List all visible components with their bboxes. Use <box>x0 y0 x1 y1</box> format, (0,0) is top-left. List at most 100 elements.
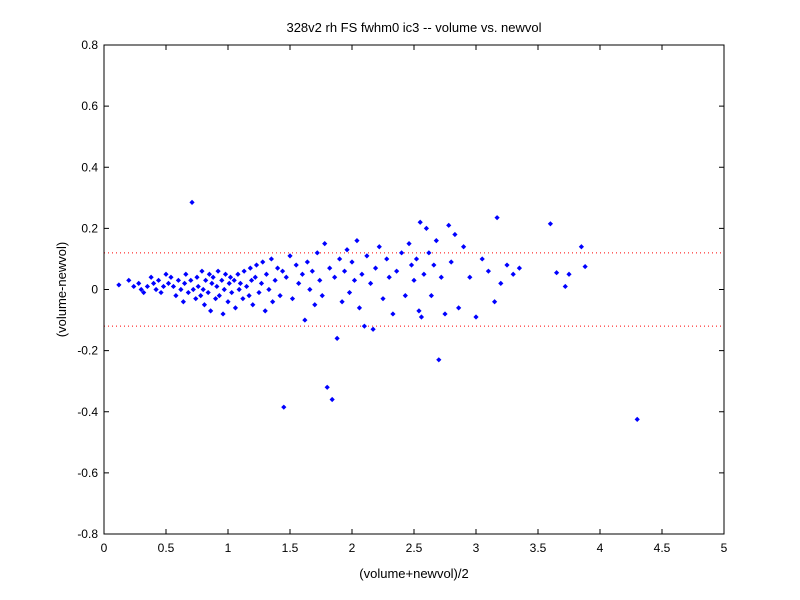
x-axis-label: (volume+newvol)/2 <box>359 566 468 581</box>
data-point <box>452 231 458 238</box>
data-point <box>314 250 320 256</box>
data-point <box>246 293 252 299</box>
data-point <box>241 268 247 274</box>
data-point <box>317 277 323 283</box>
axis-ticks: 0 0.5 1 1.5 2 2.5 3 3.5 4 4.5 5 -0.8 -0.6 -0.4 -0.2 0 0.… <box>77 38 727 555</box>
data-point <box>262 308 268 314</box>
data-point <box>433 238 439 244</box>
data-point <box>272 277 278 283</box>
data-point <box>370 326 376 332</box>
data-point <box>431 262 437 268</box>
x-tick-label: 3.5 <box>530 541 547 555</box>
y-tick-label: 0.4 <box>81 160 98 174</box>
data-point <box>250 302 256 308</box>
data-point <box>252 274 258 280</box>
data-point <box>418 314 425 320</box>
data-point <box>376 244 382 250</box>
data-point <box>479 256 485 262</box>
data-point <box>504 262 510 268</box>
data-point <box>309 268 315 274</box>
data-point <box>566 271 572 277</box>
data-point <box>198 293 204 299</box>
data-point <box>351 277 358 283</box>
data-point <box>244 283 250 290</box>
data-point <box>467 274 473 280</box>
data-point <box>344 247 350 253</box>
data-point <box>304 259 310 265</box>
data-point <box>248 277 255 283</box>
data-point <box>188 277 194 283</box>
data-point <box>428 293 434 299</box>
x-tick-label: 5 <box>721 541 728 555</box>
data-point <box>461 244 467 250</box>
data-point <box>293 262 299 268</box>
data-point <box>337 256 343 262</box>
data-point <box>413 256 420 262</box>
data-point <box>406 241 412 247</box>
data-point <box>151 280 157 286</box>
data-point <box>307 286 313 293</box>
data-point <box>236 286 242 293</box>
data-point <box>189 199 195 205</box>
data-point <box>354 238 360 244</box>
x-tick-label: 2.5 <box>406 541 423 555</box>
data-point <box>214 283 220 290</box>
data-point <box>319 293 325 299</box>
x-tick-label: 1.5 <box>282 541 299 555</box>
data-point <box>136 280 142 286</box>
data-point <box>229 289 235 296</box>
y-tick-label: -0.6 <box>77 466 98 480</box>
data-point <box>131 283 137 290</box>
data-point <box>296 280 302 286</box>
x-tick-label: 4.5 <box>654 541 671 555</box>
data-point <box>205 289 211 296</box>
x-tick-label: 1 <box>225 541 232 555</box>
data-point <box>216 293 222 299</box>
data-point <box>153 286 159 293</box>
data-point <box>199 268 205 274</box>
data-point <box>327 265 333 271</box>
data-point <box>206 271 212 277</box>
data-point <box>168 274 174 280</box>
data-point <box>165 280 172 286</box>
data-point <box>283 274 289 280</box>
data-point <box>442 311 448 317</box>
data-point <box>402 293 408 299</box>
data-point <box>492 299 498 305</box>
y-tick-label: -0.8 <box>77 527 98 541</box>
data-point <box>185 289 191 296</box>
data-point <box>582 263 588 270</box>
data-point <box>554 270 560 276</box>
data-point <box>448 259 454 265</box>
data-point <box>210 274 216 280</box>
data-point <box>332 274 338 280</box>
data-point <box>578 244 584 250</box>
x-tick-label: 4 <box>597 541 604 555</box>
data-point <box>423 225 429 231</box>
data-point <box>394 268 400 274</box>
data-point <box>222 271 229 277</box>
data-point <box>180 299 186 305</box>
data-point <box>341 268 348 274</box>
data-point <box>421 271 427 277</box>
data-point <box>178 286 184 293</box>
data-point <box>346 289 353 296</box>
data-point <box>417 219 423 225</box>
data-point <box>446 222 452 228</box>
data-point <box>634 416 640 422</box>
data-point <box>408 262 415 268</box>
data-point <box>329 396 335 403</box>
data-points <box>116 199 640 422</box>
y-tick-label: 0 <box>91 283 98 297</box>
data-point <box>349 259 355 265</box>
data-point <box>203 277 209 283</box>
data-point <box>516 265 522 271</box>
data-point <box>312 302 318 308</box>
data-point <box>208 308 214 314</box>
data-point <box>227 274 234 280</box>
data-point <box>359 271 365 277</box>
data-point <box>277 293 283 299</box>
data-point <box>299 271 305 277</box>
data-point <box>213 296 219 302</box>
